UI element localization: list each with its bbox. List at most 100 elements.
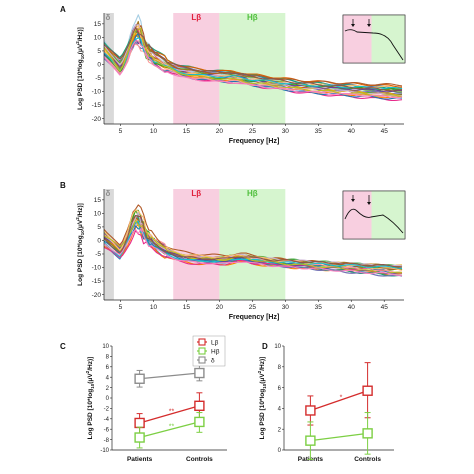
y-tick-label: 10	[274, 344, 281, 350]
band-0	[104, 13, 114, 124]
x-tick-label: 10	[150, 128, 158, 135]
significance-marker: **	[169, 408, 175, 415]
legend-label: δ	[211, 358, 215, 365]
series-line	[310, 390, 368, 412]
band-label: δ	[106, 13, 111, 22]
x-tick-label: 45	[381, 128, 389, 135]
x-tick-label: 20	[216, 304, 224, 311]
y-axis-label: Log PSD [10*log10(μV2/Hz)]	[75, 203, 85, 286]
inset-curve	[344, 208, 404, 234]
x-tick-label: 30	[282, 128, 290, 135]
band-2	[219, 13, 286, 124]
legend-swatch	[198, 347, 206, 355]
panel-b-spectrum: Bδ Lβ Hβ -20 -15 -10 -5 0 5 10 15 5 10 15 20 25 30 35 40 45…	[60, 181, 406, 321]
y-tick-label: 2	[278, 427, 282, 433]
spectrum-curve	[104, 214, 403, 268]
y-tick-label: -6	[104, 427, 110, 433]
y-tick-label: 4	[278, 407, 282, 413]
y-tick-label: -20	[92, 292, 102, 299]
y-tick-label: -2	[104, 407, 110, 413]
y-tick-label: 8	[106, 355, 110, 361]
spectrum-curve	[104, 216, 403, 277]
panel-letter: B	[60, 181, 66, 190]
y-tick-label: 6	[106, 365, 110, 371]
legend-label: Lβ	[211, 340, 219, 347]
y-tick-label: 0	[278, 448, 282, 454]
band-label: Lβ	[191, 189, 201, 198]
y-tick-label: -8	[104, 438, 110, 444]
y-axis-label-part: /Hz)]	[77, 27, 84, 41]
y-tick-label: -15	[92, 278, 102, 285]
panel-a-spectrum: Aδ Lβ Hβ -20 -15 -10 -5 0 5 10 15 5 10 15 20 25 30 35 40 45…	[60, 5, 406, 145]
y-tick-label: 5	[97, 224, 101, 231]
x-tick-label: 5	[119, 304, 123, 311]
x-category-label: Patients	[127, 456, 153, 463]
spectrum-curve	[104, 229, 403, 272]
x-tick-label: 35	[315, 128, 323, 135]
y-tick-label: -4	[104, 417, 110, 423]
series-2	[134, 364, 205, 388]
curve-group	[104, 14, 403, 102]
data-point	[362, 385, 373, 396]
y-tick-label: 15	[94, 21, 102, 28]
series-line	[139, 421, 200, 439]
x-tick-label: 45	[381, 304, 389, 311]
inset-border	[342, 14, 406, 64]
series-0	[305, 362, 373, 426]
panel-letter: A	[60, 5, 66, 14]
inset-band-low	[343, 191, 372, 239]
x-tick-label: 15	[183, 304, 191, 311]
x-tick-label: 20	[216, 128, 224, 135]
inset-arrowhead	[351, 199, 355, 202]
data-point	[134, 432, 145, 443]
legend-label: Hβ	[211, 349, 220, 356]
series-line	[139, 405, 200, 424]
y-tick-label: 0	[106, 396, 110, 402]
spectrum-curve	[104, 40, 403, 99]
y-axis-label: Log PSD [10*log10(μV2/Hz)]	[85, 357, 95, 440]
x-tick-label: 15	[183, 128, 191, 135]
x-category-label: Controls	[354, 456, 381, 463]
y-tick-label: 2	[106, 386, 110, 392]
x-tick-label: 25	[249, 128, 257, 135]
x-category-label: Controls	[186, 456, 213, 463]
inset-band-low	[343, 15, 372, 63]
data-point	[305, 405, 316, 416]
panel-letter: C	[60, 342, 66, 351]
y-axis-label-part: 2	[257, 370, 262, 373]
y-tick-label: -20	[92, 116, 102, 123]
band-label: Hβ	[247, 13, 258, 22]
series-1	[305, 412, 373, 460]
y-axis-label-part: 10	[80, 54, 85, 60]
y-axis-label-part: 10	[80, 230, 85, 236]
data-point	[194, 416, 205, 428]
inset-band-high	[371, 191, 405, 239]
y-tick-label: -10	[92, 89, 102, 96]
x-tick-label: 10	[150, 304, 158, 311]
y-tick-label: -5	[95, 251, 101, 258]
y-axis-label-part: Log PSD [10*log	[259, 389, 266, 440]
band-label: δ	[106, 189, 111, 198]
series-line	[139, 372, 200, 380]
spectrum-curve	[104, 228, 402, 276]
y-tick-label: 6	[278, 386, 282, 392]
x-tick-label: 5	[119, 128, 123, 135]
x-tick-label: 40	[348, 128, 356, 135]
y-tick-label: 0	[97, 62, 101, 69]
x-tick-label: 30	[282, 304, 290, 311]
inset-arrowhead	[367, 24, 371, 27]
band-2	[219, 189, 286, 300]
panel-d-group-comparison: D0246810PatientsControlsLog PSD [10*log1…	[257, 342, 394, 463]
y-axis-label-part: 2	[75, 217, 80, 220]
data-point	[194, 400, 205, 411]
spectrum-curve	[104, 26, 403, 92]
y-tick-label: 0	[97, 238, 101, 245]
series-1	[134, 412, 205, 449]
panel-c-group-comparison: C -10 -8 -6 -4 -2 0 2 4 6 8 10 Patients Controls Log P…	[60, 335, 227, 463]
y-tick-label: 10	[94, 211, 102, 218]
y-axis-label: Log PSD [10*log10(μV2/Hz)]	[257, 357, 267, 440]
y-axis-label-part: 2	[75, 41, 80, 44]
y-axis-label: Log PSD [10*log10(μV2/Hz)]	[75, 27, 85, 110]
spectrum-curve	[104, 25, 403, 87]
